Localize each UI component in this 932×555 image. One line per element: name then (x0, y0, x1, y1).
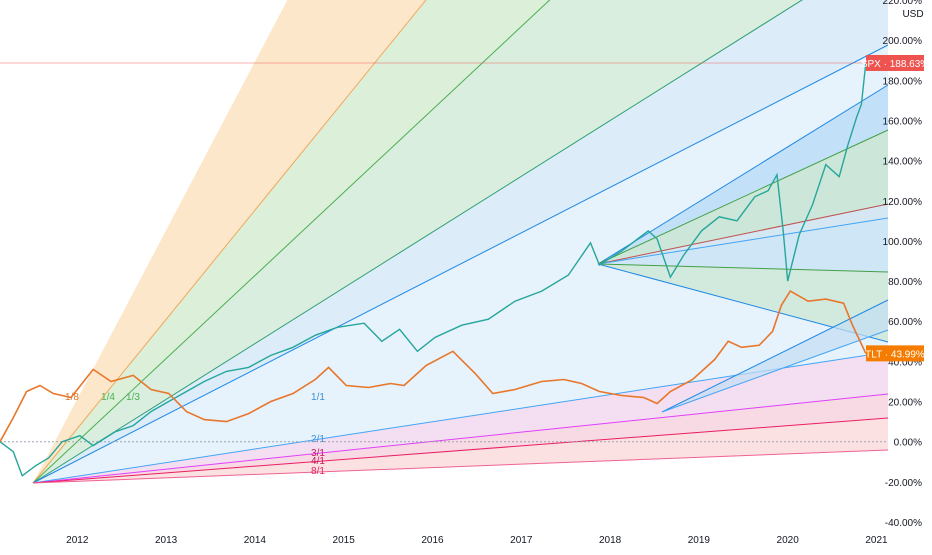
gann-fan-ray (32, 393, 889, 484)
series-badge (866, 345, 924, 362)
fan-ratio-label: 1/3 (126, 392, 140, 403)
y-tick-label: 100.00% (883, 237, 923, 248)
gann-fan-ray (32, 44, 889, 484)
fan-ratio-label: 2/1 (311, 434, 325, 445)
x-tick-label: 2021 (865, 535, 888, 546)
gann-fan-ray (32, 449, 889, 484)
x-tick-label: 2012 (66, 535, 89, 546)
y-tick-label: 160.00% (883, 116, 923, 127)
y-tick-label: 220.00% (883, 0, 923, 7)
fan-ratio-label: 8/1 (311, 466, 325, 477)
fan-ratio-label: 1/8 (65, 392, 79, 403)
x-tick-label: 2013 (155, 535, 178, 546)
gann-fan-ray (32, 0, 803, 484)
x-tick-label: 2018 (599, 535, 622, 546)
time-axis[interactable] (0, 522, 888, 550)
y-tick-label: 120.00% (883, 197, 923, 208)
third-fan-ray (661, 329, 889, 413)
x-tick-label: 2014 (244, 535, 267, 546)
x-tick-label: 2015 (333, 535, 356, 546)
y-tick-label: -20.00% (885, 478, 922, 489)
gann-fan-layer: 1/8 1/4 1/3 1/1 2/1 3/14/18/1 (32, 0, 889, 484)
fan-ratio-label: 1/4 (101, 392, 115, 403)
second-fan-ray (597, 263, 889, 273)
series-spx-line[interactable] (0, 62, 867, 477)
series-badge-label: TLT · 43.99% (865, 349, 925, 360)
x-tick-label: 2017 (510, 535, 533, 546)
y-tick-label: 20.00% (888, 398, 922, 409)
x-tick-label: 2016 (421, 535, 444, 546)
y-tick-label: 0.00% (894, 438, 922, 449)
price-axis[interactable] (888, 0, 932, 550)
y-tick-label: 40.00% (888, 357, 922, 368)
y-tick-label: 60.00% (888, 317, 922, 328)
series-tlt-line[interactable] (0, 290, 867, 443)
gann-fan-zone (33, 0, 888, 483)
series-badge-label: SPX · 188.63% (861, 59, 929, 70)
x-tick-label: 2020 (777, 535, 800, 546)
y-tick-label: 80.00% (888, 277, 922, 288)
y-tick-label: -40.00% (885, 518, 922, 529)
fan-ratio-label: 1/1 (311, 392, 325, 403)
x-tick-label: 2019 (688, 535, 711, 546)
fan-ratio-label: 4/1 (311, 456, 325, 467)
y-tick-label: 140.00% (883, 157, 923, 168)
second-fan-ray (597, 84, 889, 265)
second-fan-ray (597, 217, 889, 265)
series-badge (866, 54, 924, 71)
gann-fan-ray (32, 0, 427, 484)
second-fan-ray (597, 129, 889, 265)
series-layer (0, 62, 888, 477)
y-tick-label: 200.00% (883, 36, 923, 47)
second-fan-ray (597, 203, 889, 265)
second-fan-zone (598, 218, 888, 272)
y-tick-label: 180.00% (883, 76, 923, 87)
currency-label[interactable]: USD (902, 9, 923, 20)
fan-ratio-label: 3/1 (311, 448, 325, 459)
gann-fan-ray (32, 417, 889, 484)
gann-fan-ray (32, 0, 551, 484)
